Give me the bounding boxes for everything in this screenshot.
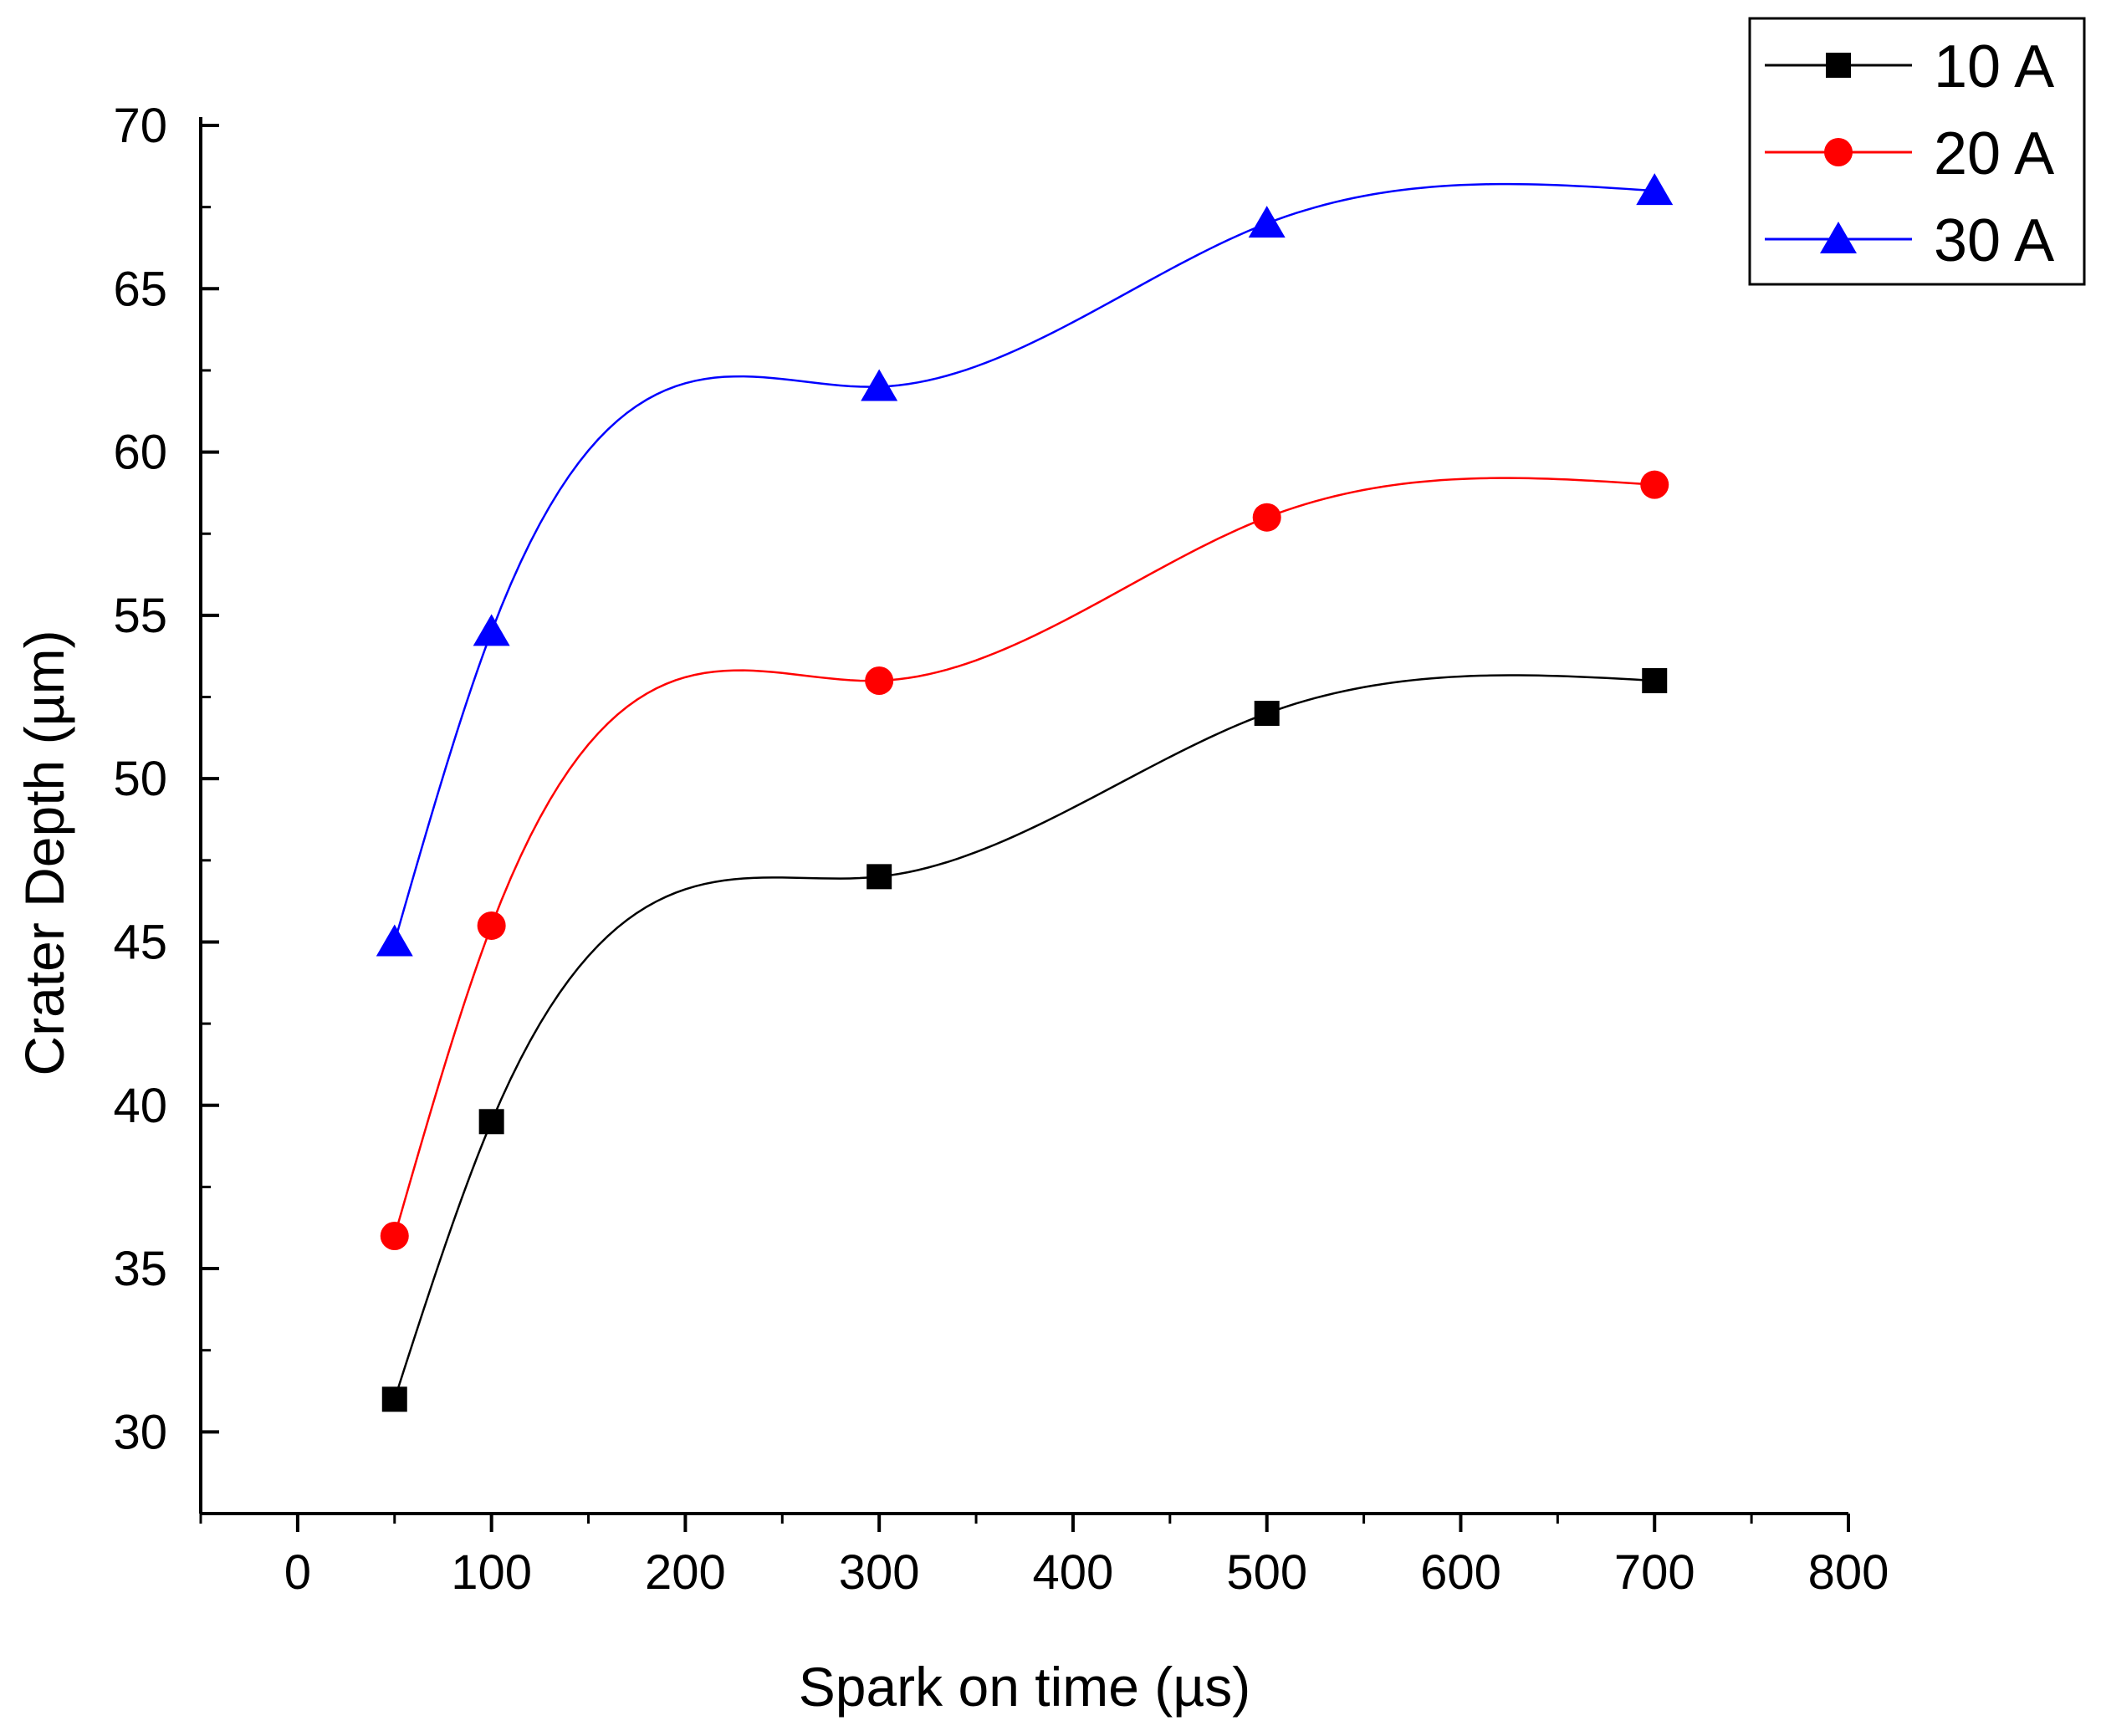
legend-marker (1824, 138, 1853, 166)
x-tick-label: 500 (1226, 1545, 1307, 1600)
y-tick-label: 30 (113, 1405, 167, 1459)
y-tick-label: 50 (113, 752, 167, 806)
legend-marker (1820, 222, 1857, 253)
legend-item: 10 A (1765, 33, 2054, 100)
legend: 10 A 20 A 30 A (1748, 17, 2086, 286)
series-line (393, 674, 1655, 1400)
x-tick-label: 200 (645, 1545, 726, 1600)
y-tick-label: 40 (113, 1079, 167, 1133)
data-point (1252, 503, 1281, 532)
data-point (376, 924, 413, 957)
data-point (1640, 470, 1669, 499)
data-point (1254, 701, 1280, 727)
x-tick-label: 100 (451, 1545, 532, 1600)
series-20a (380, 470, 1669, 1250)
y-tick-label: 45 (113, 915, 167, 969)
data-point (380, 1222, 409, 1250)
x-tick-label: 800 (1808, 1545, 1889, 1600)
y-tick-label: 65 (113, 262, 167, 316)
legend-label: 30 A (1934, 207, 2054, 274)
data-point (478, 1109, 504, 1135)
data-point (1642, 668, 1668, 693)
x-tick-label: 700 (1614, 1545, 1695, 1600)
series-10a (381, 668, 1668, 1412)
axes: 0 100 200 300 400 500 600 700 800 30 35 40 45 50 55 60 6… (113, 99, 1889, 1600)
x-tick-label: 600 (1420, 1545, 1501, 1600)
data-point (866, 864, 892, 890)
legend-item: 20 A (1765, 120, 2054, 187)
legend-label: 20 A (1934, 120, 2054, 187)
data-point (865, 666, 894, 695)
y-axis-title: Crater Depth (µm) (13, 630, 75, 1075)
series-30a (376, 173, 1674, 957)
x-tick-label: 400 (1033, 1545, 1114, 1600)
legend-marker (1826, 53, 1851, 78)
data-point (477, 911, 506, 940)
series-group (376, 173, 1674, 1412)
data-point (861, 369, 898, 401)
y-tick-label: 60 (113, 426, 167, 480)
legend-label: 10 A (1934, 33, 2054, 100)
y-tick-label: 70 (113, 99, 167, 153)
x-tick-label: 0 (284, 1545, 311, 1600)
x-tick-label: 300 (839, 1545, 920, 1600)
series-line (393, 477, 1655, 1237)
x-axis-title: Spark on time (µs) (799, 1656, 1251, 1718)
data-point (1248, 206, 1286, 238)
data-point (473, 614, 510, 646)
data-point (1636, 173, 1674, 206)
legend-item: 30 A (1765, 207, 2054, 274)
series-line (393, 182, 1655, 942)
y-tick-label: 35 (113, 1242, 167, 1296)
y-tick-label: 55 (113, 589, 167, 643)
data-point (381, 1386, 407, 1412)
